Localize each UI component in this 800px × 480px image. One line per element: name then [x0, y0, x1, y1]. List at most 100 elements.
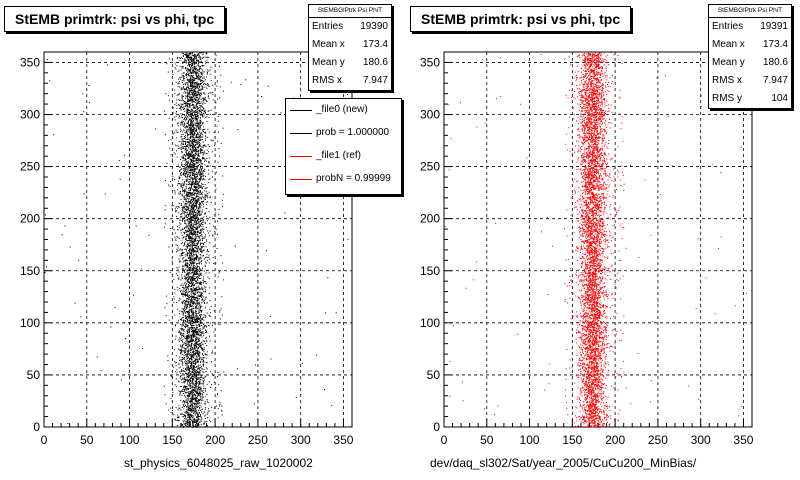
data-point [193, 171, 195, 173]
data-point [211, 352, 213, 354]
data-point [196, 130, 198, 132]
data-point [193, 68, 195, 70]
data-point [196, 271, 198, 273]
data-point [237, 129, 239, 131]
data-point [199, 78, 201, 80]
data-point [202, 396, 204, 398]
data-point [185, 164, 187, 165]
data-point [194, 363, 196, 365]
data-point [203, 245, 205, 247]
data-point [191, 143, 193, 145]
data-point [196, 328, 198, 330]
data-point [186, 234, 188, 236]
data-point [106, 64, 108, 66]
data-point [197, 206, 199, 208]
data-point [202, 201, 204, 203]
data-point [182, 220, 183, 222]
data-point [195, 104, 197, 106]
data-point [201, 263, 202, 265]
data-point [191, 226, 193, 228]
data-point [119, 178, 121, 180]
data-point [193, 198, 194, 200]
data-point [197, 374, 199, 376]
data-point [181, 318, 182, 320]
data-point [196, 208, 198, 210]
data-point [187, 79, 189, 81]
data-point [190, 354, 192, 356]
data-point [197, 226, 198, 228]
data-point [190, 175, 191, 177]
data-point [177, 164, 179, 166]
data-point [184, 101, 186, 103]
data-point [171, 205, 173, 207]
data-point [183, 290, 185, 292]
data-point [172, 273, 174, 275]
data-point [184, 141, 186, 143]
data-point [197, 273, 199, 275]
data-point [193, 378, 195, 380]
data-point [192, 331, 194, 333]
data-point [202, 289, 204, 291]
data-point [180, 340, 182, 341]
data-point [206, 56, 208, 58]
data-point [184, 352, 186, 354]
data-point [199, 113, 201, 115]
data-point [196, 202, 198, 204]
data-point [195, 287, 197, 289]
data-point [219, 309, 221, 311]
data-point [189, 246, 191, 248]
data-point [193, 314, 195, 316]
data-point [200, 173, 202, 175]
data-point [191, 238, 193, 240]
data-point [200, 110, 202, 112]
data-point [200, 219, 202, 221]
data-point [204, 98, 206, 100]
data-point [192, 288, 194, 290]
data-point [187, 125, 189, 127]
data-point [186, 113, 188, 114]
data-point [195, 403, 197, 405]
data-point [206, 187, 208, 189]
data-point [196, 258, 198, 260]
data-point [184, 159, 186, 161]
data-point [198, 350, 200, 352]
data-point [192, 156, 194, 158]
data-point [211, 151, 213, 153]
data-point [185, 198, 187, 200]
data-point [192, 128, 194, 130]
data-point [200, 185, 202, 187]
data-point [190, 76, 192, 78]
data-point [191, 403, 193, 405]
data-point [186, 252, 188, 254]
data-point [177, 83, 179, 85]
data-point [204, 179, 206, 181]
data-point [198, 368, 200, 370]
data-point [180, 291, 181, 292]
data-point [206, 121, 208, 122]
data-point [187, 280, 189, 282]
data-point [202, 146, 204, 148]
data-point [200, 114, 202, 116]
data-point [181, 258, 183, 260]
data-point [191, 83, 193, 85]
data-point [191, 300, 193, 302]
data-point [205, 111, 206, 113]
data-point [184, 395, 186, 397]
data-point [192, 388, 194, 390]
data-point [191, 304, 193, 306]
data-point [189, 169, 191, 171]
data-point [198, 371, 200, 373]
data-point [189, 173, 191, 175]
data-point [213, 310, 215, 312]
data-point [184, 311, 186, 313]
data-point [200, 402, 202, 404]
data-point [196, 355, 198, 357]
data-point [185, 88, 187, 90]
data-point [217, 323, 219, 325]
data-point [189, 395, 190, 397]
data-point [196, 320, 198, 322]
data-point [195, 272, 197, 274]
data-point [192, 72, 194, 74]
data-point [209, 165, 211, 167]
data-point [190, 176, 192, 178]
